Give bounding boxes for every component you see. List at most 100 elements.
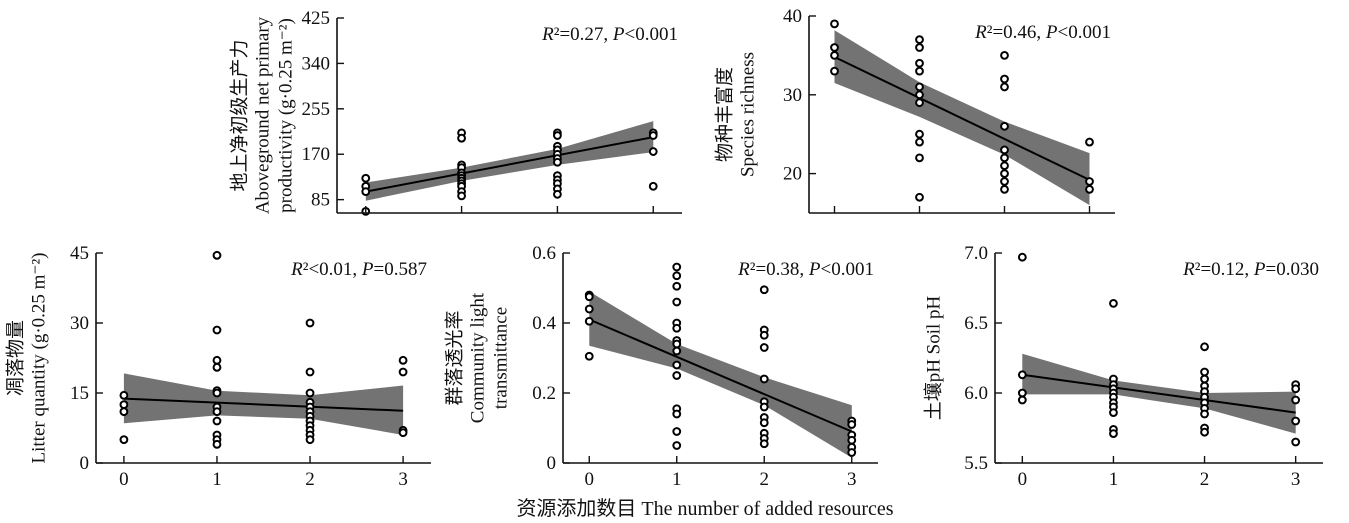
data-point xyxy=(672,346,682,356)
data-point xyxy=(457,191,466,201)
data-point xyxy=(830,43,839,52)
data-point xyxy=(672,441,682,450)
data-point xyxy=(759,402,769,412)
y-axis-title: 土壤pH Soil pH xyxy=(922,295,944,420)
data-point xyxy=(212,439,222,449)
x-tick-label: 2 xyxy=(760,469,770,490)
data-point xyxy=(212,355,222,365)
y-tick-label: 30 xyxy=(783,85,802,106)
y-tick-label: 85 xyxy=(311,190,330,211)
data-point xyxy=(553,189,562,199)
y-axis-title: 物种丰富度 xyxy=(713,67,735,162)
x-tick-label: 0 xyxy=(1018,469,1028,490)
data-point xyxy=(915,35,924,45)
confidence-band xyxy=(365,121,654,201)
data-point xyxy=(584,351,594,361)
x-tick-label: 0 xyxy=(585,469,595,490)
data-point xyxy=(1109,429,1118,439)
y-tick-label: 6.5 xyxy=(964,313,988,334)
y-axis-title: 地上净初级生产力 xyxy=(228,39,250,191)
data-point xyxy=(759,343,769,352)
data-point xyxy=(361,173,371,183)
data-point xyxy=(847,420,857,429)
data-point xyxy=(915,153,924,163)
data-point xyxy=(1000,51,1009,60)
data-point xyxy=(1085,184,1094,194)
data-point xyxy=(1200,427,1209,437)
y-tick-label: 30 xyxy=(70,313,89,334)
data-point xyxy=(1000,177,1009,186)
data-point xyxy=(1000,184,1009,194)
panel-light: 0 0.2 0.4 0.6 0 1 2 3 群落透光率 Community light transm… xyxy=(443,243,878,490)
data-point xyxy=(1291,416,1301,426)
stat-annotation: R²=0.12, P=0.030 xyxy=(1182,259,1319,280)
y-tick-label: 0.6 xyxy=(532,243,556,264)
panel-anpp: 85 170 255 340 425 地上净初级生产力 Aboveground net pr… xyxy=(228,8,682,216)
regression-line xyxy=(834,56,1090,181)
data-point xyxy=(1000,169,1009,179)
data-point xyxy=(1109,299,1118,308)
data-point xyxy=(212,388,222,398)
y-tick-label: 7.0 xyxy=(964,243,988,264)
data-point xyxy=(1017,388,1027,398)
panel-ph: 5.5 6.0 6.5 7.0 0 1 2 3 土壤pH Soil pH R²=0.12, P=0… xyxy=(922,243,1323,490)
data-point xyxy=(1291,437,1301,447)
data-point xyxy=(672,339,682,349)
data-point xyxy=(584,316,594,326)
y-tick-label: 5.5 xyxy=(964,453,988,474)
data-point xyxy=(1000,153,1009,163)
data-point xyxy=(119,435,129,445)
regression-line xyxy=(1022,373,1296,414)
panel-richness: 20 30 40 物种丰富度 Species richness R²=0.46, P<0.… xyxy=(713,6,1115,214)
data-point xyxy=(830,19,839,29)
data-point xyxy=(398,367,408,377)
data-point xyxy=(915,82,924,92)
data-point xyxy=(672,271,682,281)
data-point xyxy=(1000,121,1009,131)
stat-annotation: R²<0.01, P=0.587 xyxy=(290,259,427,280)
y-axis-title: Species richness xyxy=(737,52,758,177)
data-point xyxy=(672,360,682,370)
x-tick-label: 1 xyxy=(212,469,222,490)
y-tick-label: 340 xyxy=(302,53,331,74)
data-point xyxy=(915,66,924,76)
x-tick-label: 3 xyxy=(398,469,408,490)
data-point xyxy=(915,129,924,139)
data-point xyxy=(1291,395,1301,405)
data-point xyxy=(212,325,222,335)
regression-line xyxy=(123,397,404,412)
y-axis-title: 群落透光率 xyxy=(443,310,465,405)
y-tick-label: 0 xyxy=(547,453,557,474)
y-tick-label: 255 xyxy=(302,99,331,120)
y-tick-label: 20 xyxy=(783,164,802,185)
x-tick-label: 2 xyxy=(1200,469,1210,490)
y-tick-label: 6.0 xyxy=(964,383,988,404)
y-tick-label: 170 xyxy=(302,144,331,165)
x-tick-label: 2 xyxy=(305,469,315,490)
data-point xyxy=(672,281,682,291)
data-point xyxy=(398,355,408,365)
data-point xyxy=(584,304,594,314)
data-point xyxy=(915,90,924,100)
y-axis-title: 凋落物量 xyxy=(4,320,26,396)
data-point xyxy=(759,418,769,428)
data-point xyxy=(915,43,924,52)
data-point xyxy=(305,435,315,445)
y-tick-label: 0.4 xyxy=(532,313,556,334)
data-point xyxy=(759,330,769,340)
data-point xyxy=(915,192,924,202)
x-tick-label: 1 xyxy=(672,469,682,490)
data-point xyxy=(672,409,682,419)
data-point xyxy=(759,285,769,295)
data-point xyxy=(1000,82,1009,92)
data-point xyxy=(915,137,924,147)
regression-line xyxy=(365,136,654,193)
data-point xyxy=(119,390,129,400)
data-point xyxy=(672,323,682,333)
stat-annotation: R²=0.38, P<0.001 xyxy=(737,259,874,280)
data-point xyxy=(759,439,769,449)
data-point xyxy=(553,131,562,140)
y-axis-title: Litter quantity (g·0.25 m⁻²) xyxy=(28,253,49,464)
data-point xyxy=(553,157,562,167)
